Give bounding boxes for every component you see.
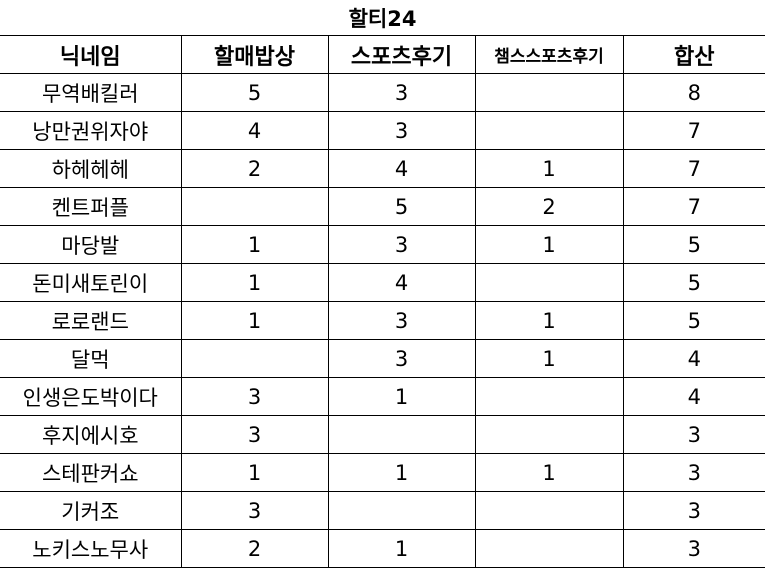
cell-col1[interactable]: 3 [180,415,329,454]
cell-col2[interactable]: 5 [327,187,476,226]
cell-col3[interactable] [474,111,624,150]
cell-nickname[interactable]: 하헤헤헤 [0,149,182,188]
cell-total[interactable]: 3 [622,453,765,492]
cell-col2[interactable] [327,491,476,530]
cell-total[interactable]: 5 [622,301,765,340]
cell-col3[interactable] [474,491,624,530]
header-row: 닉네임 할매밥상 스포츠후기 챔스스포츠후기 합산 [0,35,765,74]
cell-col1[interactable]: 1 [180,453,329,492]
table-row: 켄트퍼플 5 2 7 [0,187,765,226]
cell-col2[interactable]: 3 [327,225,476,264]
cell-col3[interactable]: 1 [474,453,624,492]
cell-col1[interactable]: 1 [180,225,329,264]
cell-total[interactable]: 3 [622,491,765,530]
cell-total[interactable]: 4 [622,339,765,378]
cell-total[interactable]: 4 [622,377,765,416]
cell-col2[interactable]: 3 [327,301,476,340]
table-row: 인생은도박이다 3 1 4 [0,377,765,416]
cell-nickname[interactable]: 기커조 [0,491,182,530]
cell-col1[interactable]: 5 [180,73,329,112]
table-row: 스테판커쇼 1 1 1 3 [0,453,765,492]
cell-col1[interactable] [180,339,329,378]
cell-nickname[interactable]: 인생은도박이다 [0,377,182,416]
cell-col2[interactable]: 1 [327,453,476,492]
cell-col2[interactable]: 3 [327,73,476,112]
cell-col2[interactable]: 3 [327,339,476,378]
header-col3[interactable]: 챔스스포츠후기 [474,35,624,74]
sheet-title: 할티24 [348,7,417,31]
cell-nickname[interactable]: 후지에시호 [0,415,182,454]
cell-total[interactable]: 7 [622,111,765,150]
cell-col2[interactable] [327,415,476,454]
cell-total[interactable]: 5 [622,225,765,264]
score-table: 닉네임 할매밥상 스포츠후기 챔스스포츠후기 합산 무역배킬러 5 3 8 낭만권위자야… [0,35,765,568]
cell-col3[interactable]: 1 [474,225,624,264]
cell-col3[interactable]: 1 [474,149,624,188]
cell-col1[interactable]: 1 [180,263,329,302]
cell-total[interactable]: 5 [622,263,765,302]
cell-total[interactable]: 7 [622,187,765,226]
cell-nickname[interactable]: 달먹 [0,339,182,378]
table-row: 후지에시호 3 3 [0,415,765,454]
cell-nickname[interactable]: 무역배킬러 [0,73,182,112]
table-row: 마당발 1 3 1 5 [0,225,765,264]
cell-col2[interactable]: 4 [327,149,476,188]
header-col1[interactable]: 할매밥상 [180,35,329,74]
cell-nickname[interactable]: 로로랜드 [0,301,182,340]
cell-col2[interactable]: 4 [327,263,476,302]
cell-nickname[interactable]: 켄트퍼플 [0,187,182,226]
cell-col3[interactable]: 2 [474,187,624,226]
cell-nickname[interactable]: 돈미새토린이 [0,263,182,302]
header-col2[interactable]: 스포츠후기 [327,35,476,74]
cell-nickname[interactable]: 낭만권위자야 [0,111,182,150]
cell-col1[interactable]: 4 [180,111,329,150]
cell-col1[interactable]: 3 [180,377,329,416]
cell-nickname[interactable]: 스테판커쇼 [0,453,182,492]
cell-col3[interactable] [474,73,624,112]
cell-col3[interactable] [474,415,624,454]
table-row: 낭만권위자야 4 3 7 [0,111,765,150]
cell-col1[interactable]: 3 [180,491,329,530]
cell-col1[interactable]: 2 [180,149,329,188]
cell-col3[interactable]: 1 [474,301,624,340]
header-total[interactable]: 합산 [622,35,765,74]
header-nickname[interactable]: 닉네임 [0,35,182,74]
table-row: 로로랜드 1 3 1 5 [0,301,765,340]
cell-col3[interactable]: 1 [474,339,624,378]
cell-col2[interactable]: 1 [327,377,476,416]
table-row: 하헤헤헤 2 4 1 7 [0,149,765,188]
table-row: 무역배킬러 5 3 8 [0,73,765,112]
cell-total[interactable]: 8 [622,73,765,112]
cell-total[interactable]: 7 [622,149,765,188]
table-row: 돈미새토린이 1 4 5 [0,263,765,302]
cell-col2[interactable]: 3 [327,111,476,150]
cell-col1[interactable] [180,187,329,226]
cell-total[interactable]: 3 [622,415,765,454]
table-row: 달먹 3 1 4 [0,339,765,378]
cell-col3[interactable] [474,263,624,302]
cell-col3[interactable] [474,377,624,416]
cell-nickname[interactable]: 마당발 [0,225,182,264]
table-row: 기커조 3 3 [0,491,765,530]
cell-col1[interactable]: 1 [180,301,329,340]
